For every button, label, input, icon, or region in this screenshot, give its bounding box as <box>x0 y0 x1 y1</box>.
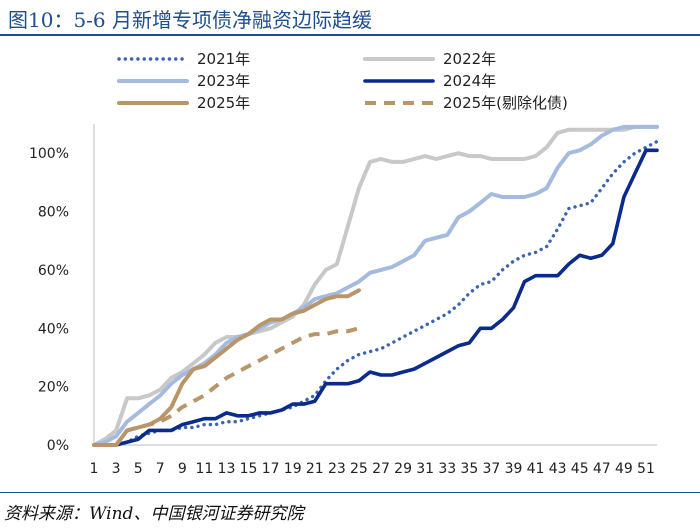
source-note: 资料来源：Wind、中国银河证券研究院 <box>4 504 304 524</box>
legend-label: 2024年 <box>443 72 496 90</box>
x-tick-label: 15 <box>240 461 258 477</box>
x-tick-label: 49 <box>615 461 633 477</box>
series-line-2022年 <box>92 124 659 447</box>
line-chart: 0%20%40%60%80%100%1 3 5 7 9 11 13 15 17 19 21 23 25 2… <box>29 50 659 477</box>
x-tick-label: 11 <box>195 461 213 477</box>
plot-area: 0%20%40%60%80%100%1 3 5 7 9 11 13 15 17 19 21 23 25 2… <box>29 124 659 477</box>
x-tick-label: 35 <box>460 461 478 477</box>
x-tick-label: 27 <box>372 461 390 477</box>
title-rule <box>0 34 700 36</box>
x-tick-label: 5 <box>134 461 143 477</box>
y-tick-label: 100% <box>29 146 69 162</box>
x-tick-label: 13 <box>218 461 236 477</box>
x-tick-label: 47 <box>593 461 611 477</box>
x-tick-label: 7 <box>156 461 165 477</box>
page-title: 图10：5-6 月新增专项债净融资边际趋缓 <box>8 8 373 32</box>
x-tick-label: 9 <box>178 461 187 477</box>
x-tick-label: 25 <box>350 461 368 477</box>
y-tick-label: 80% <box>38 205 69 221</box>
x-tick-label: 19 <box>284 461 302 477</box>
y-tick-label: 20% <box>38 380 69 396</box>
x-tick-label: 17 <box>262 461 280 477</box>
legend: 2021年 2022年 2023年 2024年 2025年 2025年(剔除化债) <box>117 50 568 112</box>
series-line-2024年 <box>92 148 659 447</box>
x-tick-label: 37 <box>482 461 500 477</box>
legend-label: 2022年 <box>443 50 496 68</box>
x-tick-label: 45 <box>571 461 589 477</box>
legend-label: 2021年 <box>197 50 250 68</box>
legend-label: 2025年 <box>197 94 250 112</box>
x-tick-label: 1 <box>90 461 99 477</box>
series-line-2023年 <box>92 124 659 447</box>
x-tick-label: 3 <box>112 461 121 477</box>
y-tick-label: 60% <box>38 263 69 279</box>
x-tick-label: 43 <box>549 461 567 477</box>
source-rule <box>0 492 700 493</box>
series-line-2025年(剔除化债) <box>94 326 360 447</box>
x-tick-label: 33 <box>438 461 456 477</box>
x-tick-label: 21 <box>306 461 324 477</box>
series-line-2025年 <box>92 288 361 447</box>
x-tick-label: 23 <box>328 461 346 477</box>
legend-label: 2023年 <box>197 72 250 90</box>
legend-label: 2025年(剔除化债) <box>443 94 568 112</box>
x-tick-label: 41 <box>527 461 545 477</box>
y-tick-label: 0% <box>47 438 69 454</box>
x-tick-label: 31 <box>416 461 434 477</box>
x-tick-label: 29 <box>394 461 412 477</box>
x-tick-label: 39 <box>505 461 523 477</box>
y-tick-label: 40% <box>38 321 69 337</box>
series-line-2021年 <box>92 139 659 447</box>
x-tick-label: 51 <box>637 461 655 477</box>
